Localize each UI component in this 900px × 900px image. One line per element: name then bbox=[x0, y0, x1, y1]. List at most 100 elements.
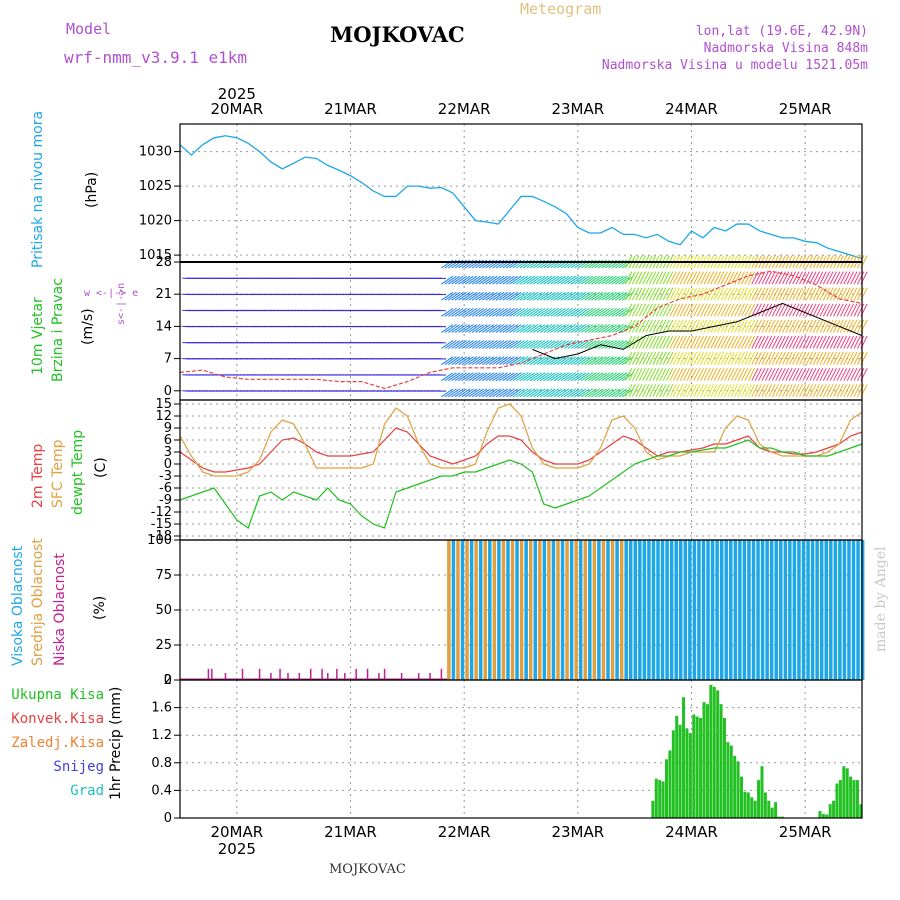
wind-mean-line bbox=[532, 302, 863, 360]
wind-barb bbox=[533, 356, 546, 366]
wind-barb bbox=[730, 367, 739, 381]
precip-bar bbox=[651, 800, 655, 818]
wind-barb bbox=[666, 351, 674, 365]
wind-barb bbox=[734, 384, 742, 398]
wind-barb bbox=[696, 303, 704, 317]
wind-barb bbox=[468, 291, 481, 301]
wind-barb bbox=[775, 351, 783, 365]
wind-barb bbox=[557, 275, 570, 285]
wind-barb bbox=[785, 319, 793, 333]
cloud-high-bar bbox=[665, 540, 669, 680]
wind-barb bbox=[829, 335, 837, 349]
wind-barb bbox=[734, 303, 742, 317]
wind-barb bbox=[822, 351, 831, 365]
wind-barb bbox=[553, 291, 566, 301]
wind-barb bbox=[543, 291, 556, 301]
cloud-high-bar bbox=[788, 540, 792, 680]
cloud-high-bar bbox=[633, 540, 638, 680]
wind-barb bbox=[703, 303, 711, 317]
wind-barb bbox=[652, 287, 660, 301]
cloud-mid-bar bbox=[619, 540, 624, 680]
wind-barb bbox=[812, 303, 820, 317]
bottom-date-label: 21MAR bbox=[324, 823, 377, 841]
cloud-high-bar bbox=[769, 540, 774, 680]
temp-ytick-label: 6 bbox=[164, 433, 172, 448]
wind-barb bbox=[631, 319, 640, 333]
wind-barb bbox=[635, 271, 643, 285]
wind-barb bbox=[669, 335, 677, 349]
wind-barb bbox=[536, 356, 549, 366]
wind-barb bbox=[812, 287, 820, 301]
wind-barb bbox=[812, 367, 820, 381]
wind-barb bbox=[587, 372, 600, 382]
wind-barb bbox=[696, 367, 704, 381]
wind-barb bbox=[512, 275, 525, 285]
wind-barb bbox=[826, 351, 834, 365]
wind-barb bbox=[747, 384, 756, 398]
wind-barb bbox=[598, 324, 611, 333]
wind-barb bbox=[495, 307, 508, 317]
top-date-label: 22MAR bbox=[438, 100, 491, 118]
pressure-ytick-label: 1015 bbox=[139, 248, 172, 263]
wind-barb bbox=[679, 351, 687, 365]
wind-barb bbox=[652, 319, 660, 333]
wind-barb bbox=[482, 372, 495, 382]
wind-barb bbox=[778, 319, 786, 333]
wind-barb bbox=[655, 271, 664, 285]
wind-barb bbox=[635, 287, 643, 301]
wind-barb bbox=[724, 271, 732, 285]
wind-barb bbox=[720, 319, 728, 333]
wind-barb bbox=[604, 324, 617, 333]
wind-barb bbox=[478, 340, 491, 349]
wind-barb bbox=[819, 319, 827, 333]
precip-bar bbox=[770, 807, 774, 818]
wind-barb bbox=[546, 324, 559, 333]
wind-barb bbox=[683, 271, 691, 285]
wind-barb bbox=[628, 303, 636, 317]
wind-barb bbox=[843, 367, 851, 381]
precip-bar bbox=[682, 697, 686, 818]
wind-barb bbox=[802, 303, 810, 317]
cloud-high-bar bbox=[478, 540, 483, 680]
wind-barb bbox=[822, 271, 831, 285]
precip-bar bbox=[733, 755, 737, 818]
wind-barb bbox=[611, 291, 624, 301]
wind-barb bbox=[567, 388, 580, 398]
wind-barb bbox=[454, 356, 467, 366]
wind-barb bbox=[669, 287, 677, 301]
wind-barb bbox=[686, 351, 694, 365]
wind-barb bbox=[713, 271, 722, 285]
wind-barb bbox=[809, 271, 817, 285]
wind-barb bbox=[502, 324, 515, 333]
wind-barb bbox=[816, 384, 824, 398]
wind-barb bbox=[696, 384, 704, 398]
wind-barb bbox=[771, 319, 779, 333]
wind-barb bbox=[792, 351, 800, 365]
cloud-high-bar bbox=[451, 540, 456, 680]
wind-barb bbox=[628, 384, 636, 398]
wind-barb bbox=[495, 291, 508, 301]
wind-barb bbox=[522, 340, 536, 349]
wind-barb bbox=[809, 367, 817, 381]
wind-barb bbox=[492, 372, 505, 382]
wind-barb bbox=[833, 351, 841, 365]
wind-barb bbox=[805, 303, 814, 317]
wind-barb bbox=[447, 356, 461, 366]
wind-barb bbox=[764, 271, 773, 285]
wind-barb bbox=[577, 388, 590, 398]
wind-barb bbox=[775, 335, 783, 349]
wind-barb bbox=[713, 384, 722, 398]
wind-barb bbox=[659, 319, 667, 333]
cloud-mid-bar bbox=[492, 540, 497, 680]
meteogram-label: Meteogram bbox=[520, 0, 602, 18]
temp-ytick-label: -15 bbox=[151, 517, 172, 532]
wind-barb bbox=[519, 356, 532, 366]
wind-barb bbox=[533, 340, 546, 349]
wind-barb bbox=[526, 291, 539, 301]
wind-barb bbox=[465, 340, 478, 349]
wind-barb bbox=[785, 303, 793, 317]
wind-barb bbox=[471, 388, 484, 398]
wind-barb bbox=[553, 324, 566, 333]
cloud-mid-bar bbox=[565, 540, 569, 680]
wind-barb bbox=[703, 271, 711, 285]
